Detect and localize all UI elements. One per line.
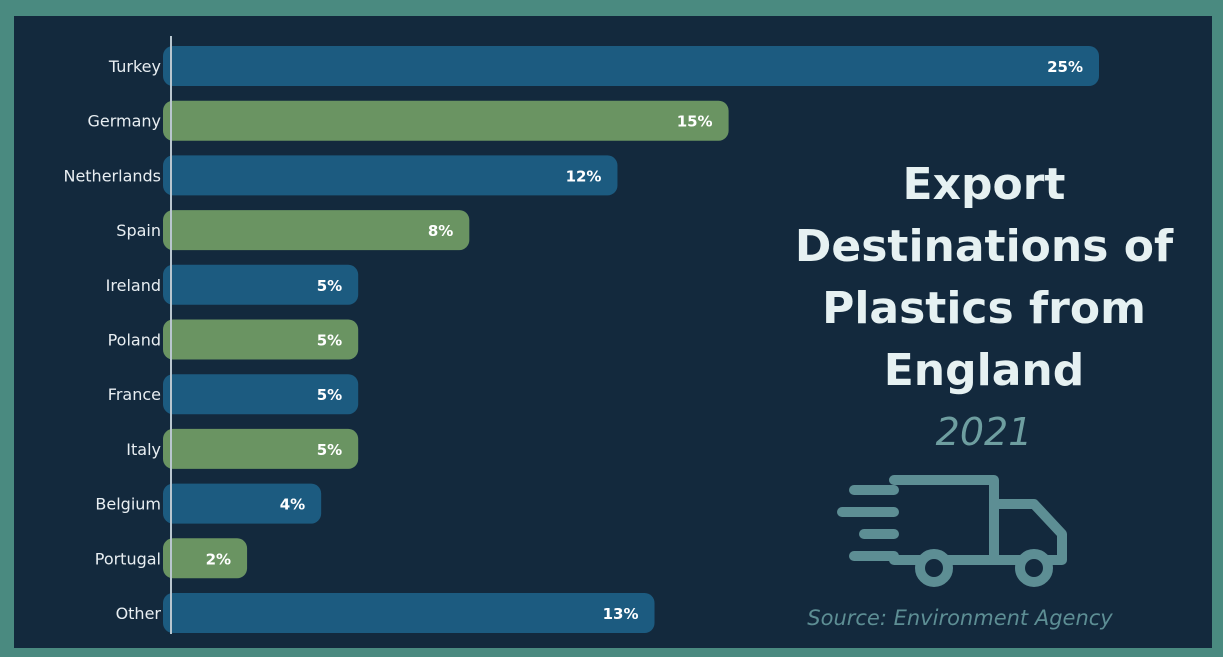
value-label: 8% bbox=[428, 222, 453, 240]
value-label: 25% bbox=[1047, 58, 1083, 76]
category-label: Ireland bbox=[106, 276, 161, 295]
title-line-4: England bbox=[883, 345, 1085, 396]
bar bbox=[163, 46, 1099, 86]
bar bbox=[163, 155, 618, 196]
title-line-1: Export bbox=[902, 159, 1066, 210]
value-label: 2% bbox=[206, 550, 231, 568]
category-label: Germany bbox=[87, 112, 161, 131]
bar bbox=[163, 593, 655, 633]
category-label: France bbox=[108, 385, 161, 404]
value-label: 13% bbox=[603, 605, 639, 623]
value-label: 15% bbox=[677, 113, 713, 131]
title-line-2: Destinations of bbox=[794, 221, 1174, 272]
bar bbox=[163, 319, 359, 360]
bar bbox=[163, 538, 248, 579]
value-label: 5% bbox=[317, 386, 342, 404]
bar bbox=[163, 374, 359, 415]
bar bbox=[163, 100, 729, 141]
chart-title: Export Destinations of Plastics from Eng… bbox=[774, 154, 1194, 454]
bar-chart: Turkey 25% Germany 15% Netherlands 12% Spain 8%… bbox=[63, 36, 1099, 634]
title-line-3: Plastics from bbox=[822, 283, 1146, 334]
value-label: 5% bbox=[317, 277, 342, 295]
category-label: Portugal bbox=[95, 549, 161, 568]
value-label: 12% bbox=[566, 167, 602, 185]
category-label: Italy bbox=[126, 440, 161, 459]
category-label: Belgium bbox=[95, 495, 161, 514]
source-note: Source: Environment Agency bbox=[807, 606, 1113, 630]
chart-year: 2021 bbox=[935, 410, 1033, 454]
category-label: Netherlands bbox=[63, 166, 161, 185]
category-label: Spain bbox=[116, 221, 161, 240]
bar bbox=[163, 210, 470, 251]
truck-icon bbox=[837, 475, 1067, 587]
category-label: Poland bbox=[108, 331, 161, 350]
bar bbox=[163, 264, 359, 305]
category-label: Turkey bbox=[108, 57, 161, 76]
bar bbox=[163, 483, 322, 524]
value-label: 5% bbox=[317, 332, 342, 350]
value-label: 4% bbox=[280, 496, 305, 514]
chart-frame: Turkey 25% Germany 15% Netherlands 12% Spain 8%… bbox=[14, 16, 1212, 648]
category-label: Other bbox=[116, 604, 162, 623]
bar bbox=[163, 428, 359, 469]
value-label: 5% bbox=[317, 441, 342, 459]
